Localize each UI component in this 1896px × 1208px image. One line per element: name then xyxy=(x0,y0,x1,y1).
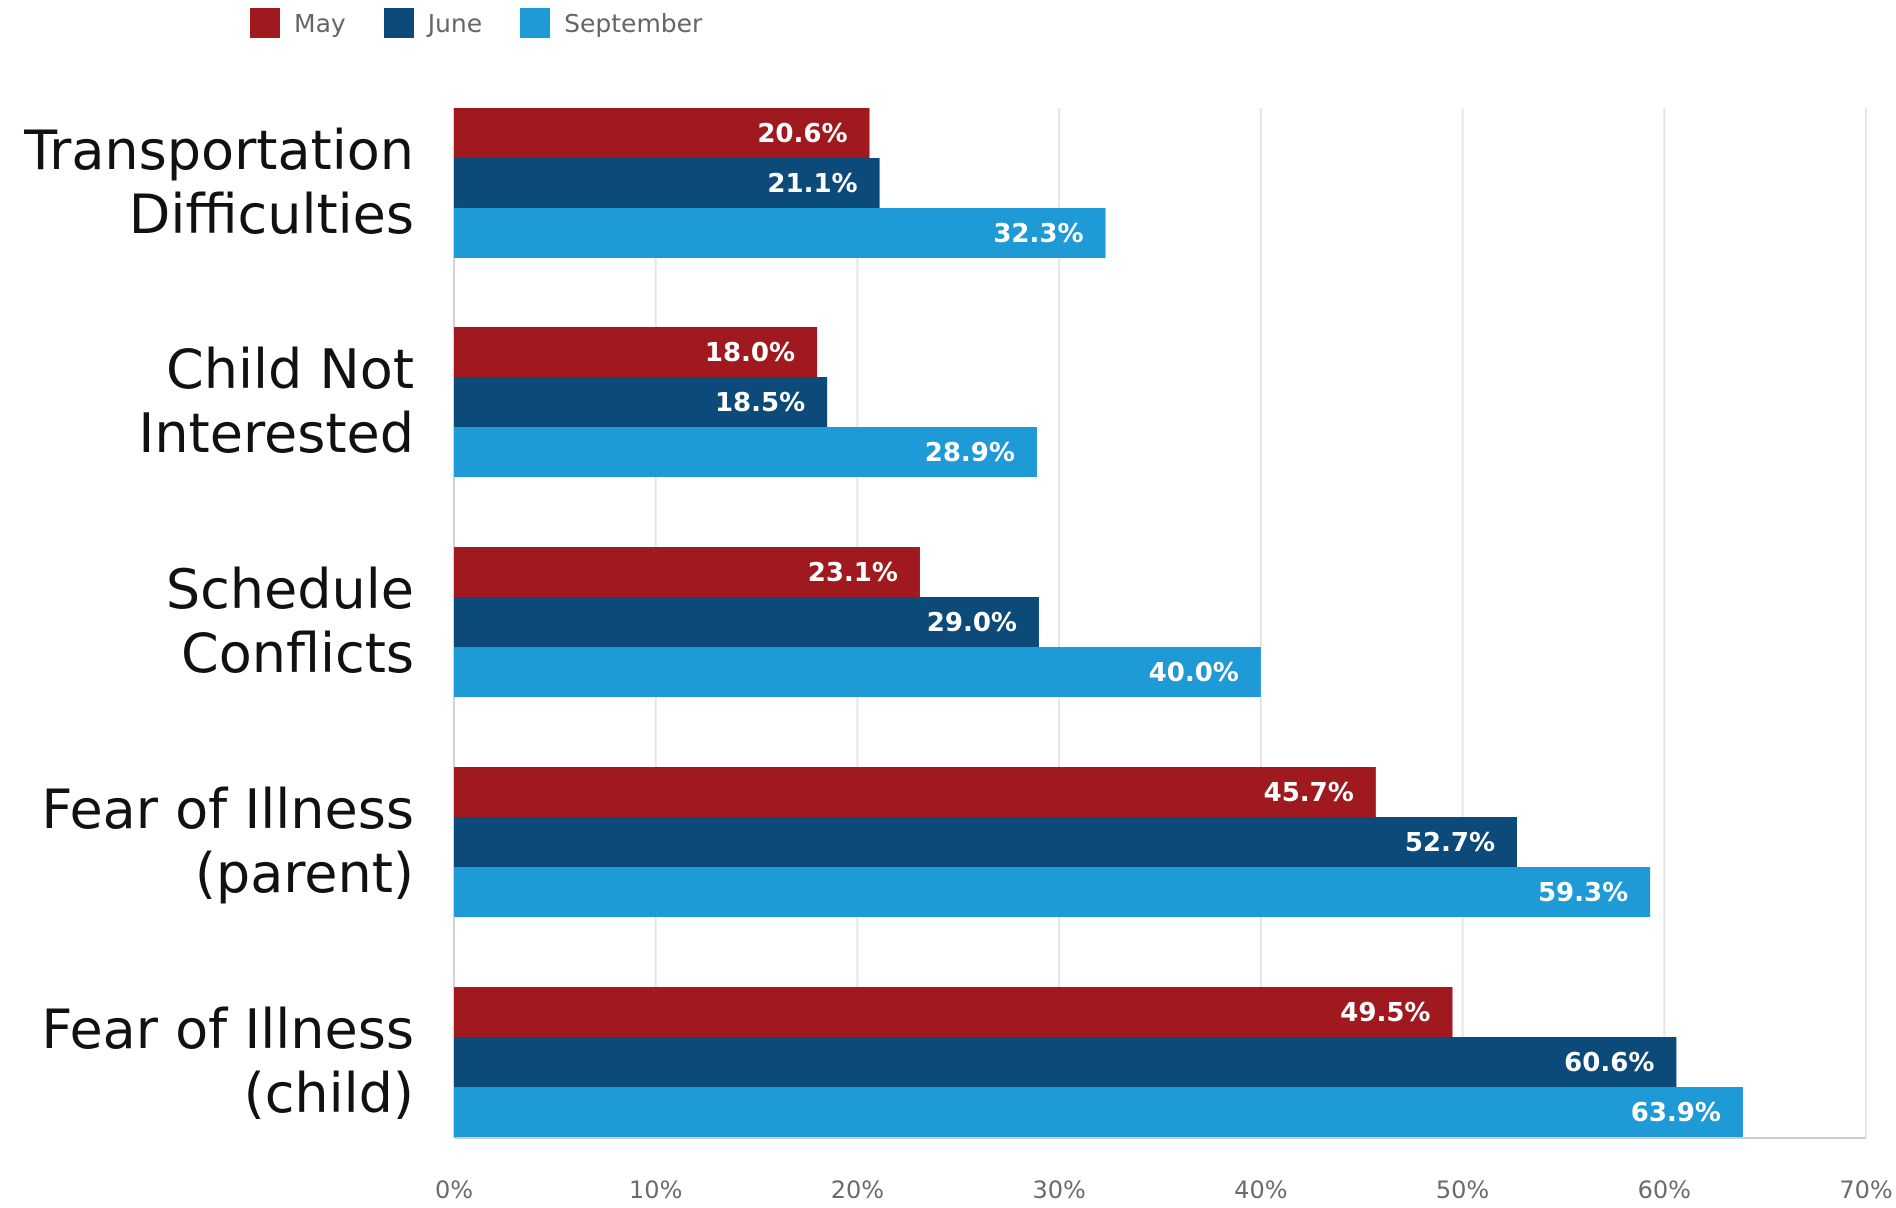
data-label: 23.1% xyxy=(808,558,898,588)
category-label: Transportation xyxy=(23,119,414,182)
bar-may xyxy=(454,767,1376,817)
category-label: Schedule xyxy=(166,558,414,621)
x-tick-label: 0% xyxy=(435,1176,473,1204)
x-tick-label: 40% xyxy=(1234,1176,1287,1204)
category-label: Fear of Illness xyxy=(41,998,414,1061)
x-tick-label: 50% xyxy=(1436,1176,1489,1204)
x-tick-label: 70% xyxy=(1839,1176,1892,1204)
data-label: 40.0% xyxy=(1149,658,1239,688)
data-label: 28.9% xyxy=(925,438,1015,468)
data-label: 49.5% xyxy=(1340,998,1430,1028)
x-tick-label: 10% xyxy=(629,1176,682,1204)
legend-label-june: June xyxy=(427,8,483,38)
category-label: (child) xyxy=(244,1062,414,1125)
x-tick-label: 20% xyxy=(831,1176,884,1204)
category-label: Difficulties xyxy=(129,183,414,246)
bar-september xyxy=(454,208,1106,258)
bar-june xyxy=(454,158,880,208)
bar-september xyxy=(454,427,1037,477)
data-label: 60.6% xyxy=(1564,1048,1654,1078)
data-label: 63.9% xyxy=(1631,1098,1721,1128)
bar-may xyxy=(454,987,1453,1037)
legend: May June September xyxy=(250,8,702,38)
bar-september xyxy=(454,1087,1743,1137)
data-label: 29.0% xyxy=(927,608,1017,638)
bar-may xyxy=(454,547,920,597)
bar-june xyxy=(454,817,1518,867)
category-label: Child Not xyxy=(166,338,414,401)
data-label: 45.7% xyxy=(1264,778,1354,808)
legend-label-september: September xyxy=(564,8,703,38)
bar-september xyxy=(454,647,1261,697)
data-label: 32.3% xyxy=(993,219,1083,249)
bar-may xyxy=(454,327,818,377)
x-tick-label: 30% xyxy=(1032,1176,1085,1204)
data-label: 18.5% xyxy=(715,388,805,418)
x-tick-label: 60% xyxy=(1638,1176,1691,1204)
data-label: 18.0% xyxy=(705,338,795,368)
legend-swatch-may xyxy=(250,8,280,38)
data-label: 21.1% xyxy=(767,169,857,199)
legend-swatch-september xyxy=(520,8,551,38)
bar-september xyxy=(454,867,1651,917)
legend-item-may: May xyxy=(250,8,346,38)
bar-june xyxy=(454,597,1039,647)
category-label: Fear of Illness xyxy=(41,778,414,841)
bar-june xyxy=(454,377,828,427)
data-label: 20.6% xyxy=(757,119,847,149)
legend-label-may: May xyxy=(294,8,346,38)
bar-may xyxy=(454,108,870,158)
legend-item-june: June xyxy=(383,8,483,38)
data-label: 52.7% xyxy=(1405,828,1495,858)
category-label: (parent) xyxy=(195,842,414,905)
legend-swatch-june xyxy=(383,8,414,38)
category-label: Conflicts xyxy=(181,622,414,685)
category-label: Interested xyxy=(138,402,414,465)
legend-item-september: September xyxy=(520,8,702,38)
bar-june xyxy=(454,1037,1677,1087)
data-label: 59.3% xyxy=(1538,878,1628,908)
